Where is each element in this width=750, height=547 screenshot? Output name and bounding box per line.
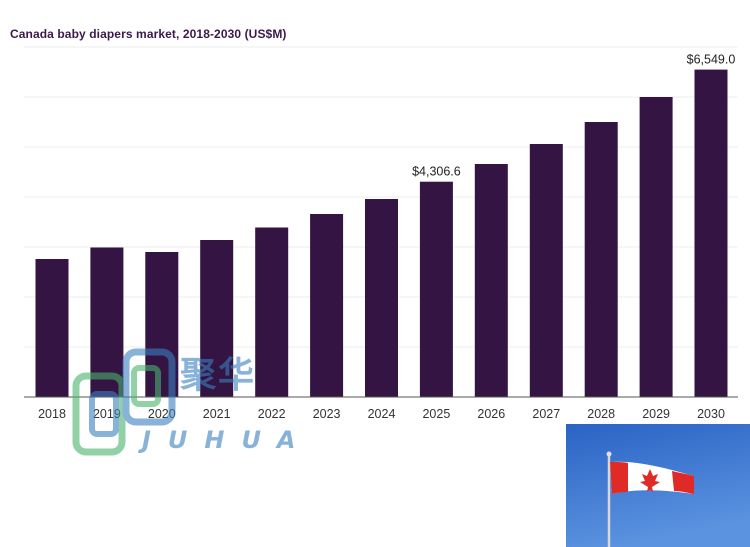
x-tick-label-2022: 2022 [258,407,286,421]
canada-flag-photo [566,424,750,547]
data-label-2030: $6,549.0 [687,53,736,67]
x-tick-label-2028: 2028 [587,407,615,421]
bar-2029 [639,97,673,397]
x-tick-label-2021: 2021 [203,407,231,421]
bars [35,69,728,397]
x-tick-label-2026: 2026 [477,407,505,421]
watermark-latin-text: JUHUA [142,426,313,454]
data-labels: $4,306.6 $6,549.0 [412,53,735,179]
x-tick-label-2027: 2027 [532,407,560,421]
bar-2023 [310,214,344,397]
x-tick-label-2030: 2030 [697,407,725,421]
bar-2025 [419,181,453,397]
juhua-logo-icon [72,348,176,456]
x-tick-label-2025: 2025 [422,407,450,421]
x-tick-label-2018: 2018 [38,407,66,421]
x-tick-label-2024: 2024 [368,407,396,421]
bar-2024 [365,199,398,397]
bar-2022 [255,227,289,397]
bar-2030 [694,69,728,397]
watermark-chinese-text: 聚华 [180,355,257,396]
bar-2021 [200,240,234,397]
bar-2018 [35,259,69,397]
data-label-2025: $4,306.6 [412,165,461,179]
bar-2019 [90,247,124,397]
chart-title: Canada baby diapers market, 2018-2030 (U… [10,27,287,41]
x-tick-label-2023: 2023 [313,407,341,421]
juhua-watermark-logo: 聚华 JUHUA [68,346,298,458]
maple-leaf-icon [640,469,660,492]
x-tick-label-2029: 2029 [642,407,670,421]
bar-2027 [529,144,563,397]
bar-2028 [584,122,618,397]
bar-2026 [474,164,508,397]
x-tick-labels: 2018 2019 2020 2021 2022 2023 2024 2025 2026 2027… [38,407,725,421]
